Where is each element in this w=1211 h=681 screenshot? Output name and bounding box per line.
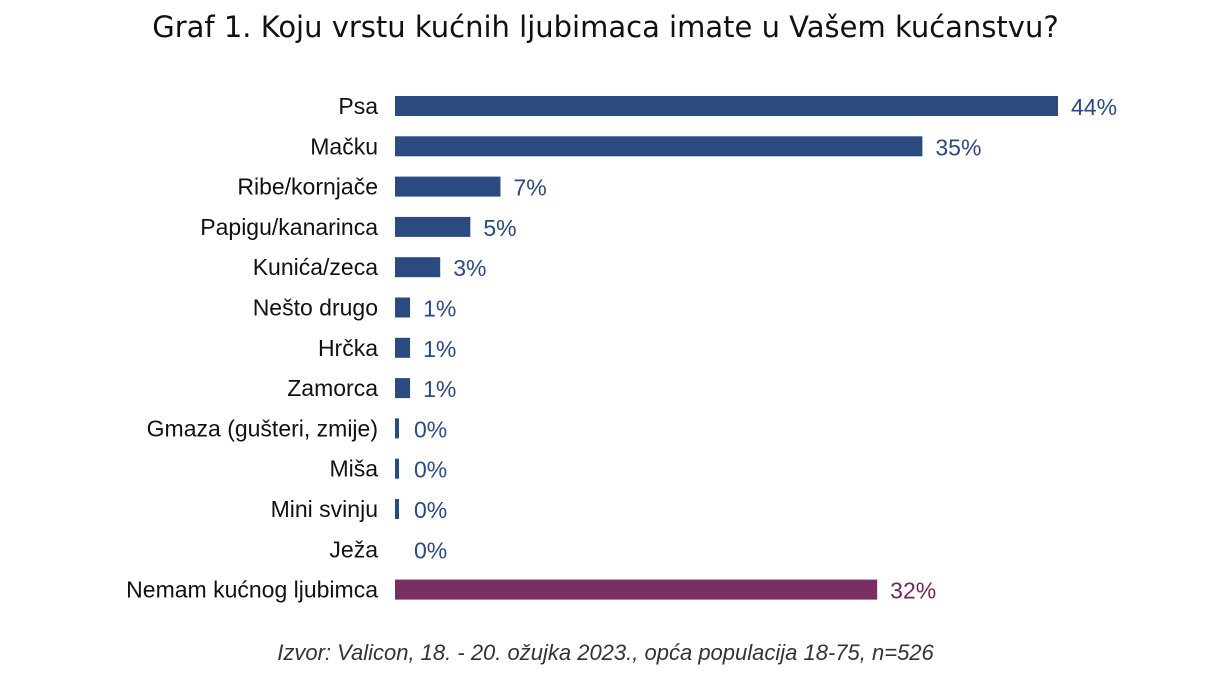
bar-kunica-zeca: [395, 257, 441, 278]
bar-misa: [395, 458, 399, 479]
bar-nemam-kucnog-ljubimca: [395, 579, 878, 600]
value-label-psa: 44%: [1071, 94, 1117, 120]
bar-gmaza-gusteri-zmije: [395, 418, 399, 439]
value-label-macku: 35%: [935, 134, 981, 160]
category-label-jeza: Ježa: [329, 536, 378, 562]
chart-title: Graf 1. Koju vrstu kućnih ljubimaca imat…: [152, 10, 1059, 44]
value-label-nemam-kucnog-ljubimca: 32%: [890, 578, 936, 604]
category-label-hrcka: Hrčka: [318, 335, 378, 361]
bar-mini-svinju: [395, 499, 399, 519]
bar-psa: [395, 96, 1058, 116]
category-label-zamorca: Zamorca: [287, 375, 378, 401]
category-label-ribe-kornjace: Ribe/kornjače: [237, 174, 378, 200]
category-label-kunica-zeca: Kunića/zeca: [253, 254, 379, 280]
bar-ribe-kornjace: [395, 176, 501, 197]
bar-hrcka: [395, 337, 411, 358]
value-label-hrcka: 1%: [423, 336, 456, 362]
category-label-nesto-drugo: Nešto drugo: [253, 295, 378, 321]
value-label-gmaza-gusteri-zmije: 0%: [414, 416, 447, 442]
category-label-papigu-kanarinca: Papigu/kanarinca: [200, 214, 378, 240]
value-label-ribe-kornjace: 7%: [513, 175, 546, 201]
value-label-zamorca: 1%: [423, 376, 456, 402]
value-label-papigu-kanarinca: 5%: [483, 215, 516, 241]
category-label-mini-svinju: Mini svinju: [271, 496, 378, 522]
category-label-gmaza-gusteri-zmije: Gmaza (gušteri, zmije): [147, 415, 378, 441]
value-label-mini-svinju: 0%: [414, 497, 447, 523]
bar-papigu-kanarinca: [395, 216, 471, 237]
bar-nesto-drugo: [395, 297, 411, 318]
category-label-macku: Mačku: [310, 133, 378, 159]
value-label-misa: 0%: [414, 457, 447, 483]
bar-macku: [395, 136, 923, 157]
value-label-kunica-zeca: 3%: [453, 255, 486, 281]
value-label-nesto-drugo: 1%: [423, 296, 456, 322]
value-label-jeza: 0%: [414, 537, 447, 563]
category-label-nemam-kucnog-ljubimca: Nemam kućnog ljubimca: [126, 577, 378, 603]
category-label-misa: Miša: [329, 456, 378, 482]
bar-zamorca: [395, 378, 411, 399]
source-note: Izvor: Valicon, 18. - 20. ožujka 2023., …: [277, 640, 934, 665]
category-label-psa: Psa: [338, 93, 378, 119]
